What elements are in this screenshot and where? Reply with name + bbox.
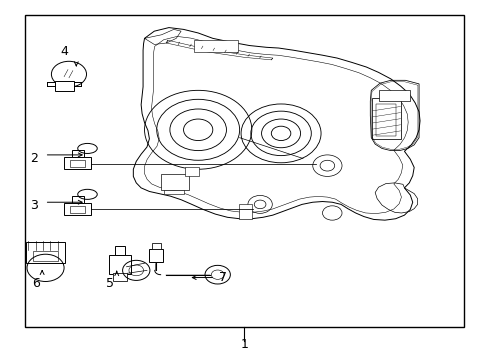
Text: 3: 3 [30,199,38,212]
Bar [72,196,84,203]
Bar [371,98,400,139]
Text: 5: 5 [106,277,114,290]
Bar [64,157,91,169]
Bar [33,251,58,261]
Bar [375,104,395,136]
Bar [163,190,183,194]
Text: 1: 1 [240,338,248,351]
Bar [55,81,74,91]
Bar [160,174,188,190]
Bar [115,246,125,255]
Bar [72,150,84,157]
Text: 2: 2 [30,152,38,165]
Bar [64,203,91,215]
Bar [26,242,65,263]
Bar [113,273,127,281]
Bar [70,206,85,213]
Bar [152,243,160,249]
Bar [184,167,198,176]
Text: 6: 6 [32,277,40,290]
Text: 4: 4 [60,45,68,58]
Bar [193,40,237,51]
Bar [109,255,131,274]
Bar [238,204,252,219]
Bar [149,249,163,262]
Bar [70,160,85,167]
Bar [25,15,463,327]
Bar [378,90,409,101]
Text: 7: 7 [219,271,227,284]
